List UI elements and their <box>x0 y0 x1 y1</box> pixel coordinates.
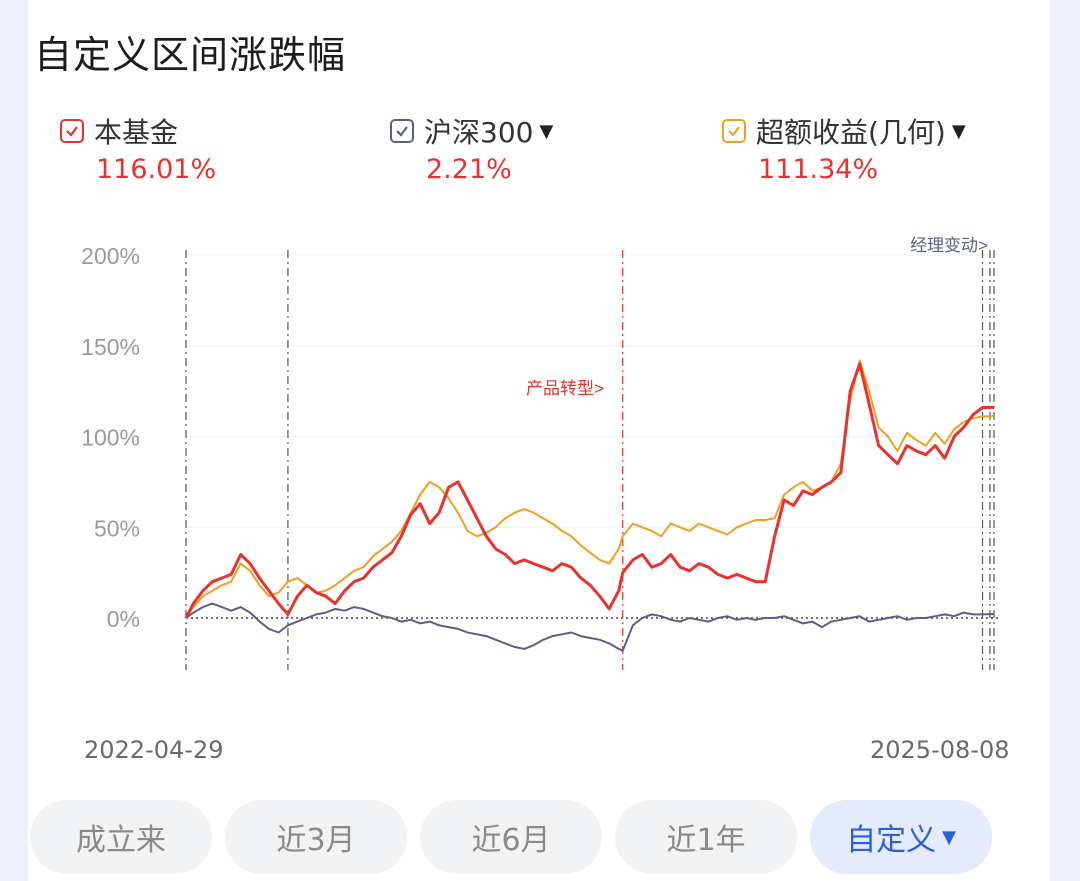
page-title: 自定义区间涨跌幅 <box>34 33 347 77</box>
chart-card <box>28 0 1050 881</box>
y-tick-label: 0% <box>107 606 140 632</box>
y-tick-label: 50% <box>94 515 140 541</box>
annotation-product-change[interactable]: 产品转型> <box>526 379 604 398</box>
y-tick-label: 100% <box>81 425 140 451</box>
legend-label: 本基金 <box>94 116 179 149</box>
caret-down-icon: ▼ <box>942 826 956 848</box>
legend-label: 沪深300 <box>424 116 534 149</box>
legend-index[interactable]: 沪深300 ▼ 2.21% <box>390 112 553 185</box>
legend-excess[interactable]: 超额收益(几何) ▼ 111.34% <box>722 112 966 185</box>
legend-label: 超额收益(几何) <box>756 116 946 149</box>
legend-value: 2.21% <box>426 154 512 185</box>
tab-custom[interactable]: 自定义 ▼ <box>810 800 992 874</box>
annotation-manager-change[interactable]: 经理变动> <box>910 236 988 255</box>
checkbox-icon[interactable] <box>60 119 84 143</box>
series-line <box>185 602 995 652</box>
tab-1-year[interactable]: 近1年 <box>615 800 797 874</box>
legend-value: 111.34% <box>758 154 879 185</box>
y-tick-label: 150% <box>81 334 140 360</box>
series-line <box>184 362 995 619</box>
legend-value: 116.01% <box>96 154 217 185</box>
start-date: 2022-04-29 <box>84 736 224 764</box>
caret-down-icon[interactable]: ▼ <box>539 120 554 142</box>
range-tabs: 成立来 近3月 近6月 近1年 自定义 ▼ <box>30 800 992 874</box>
checkbox-icon[interactable] <box>722 119 746 143</box>
tab-6-months[interactable]: 近6月 <box>420 800 602 874</box>
legend-fund[interactable]: 本基金 116.01% <box>60 112 216 185</box>
caret-down-icon[interactable]: ▼ <box>951 120 966 142</box>
checkbox-icon[interactable] <box>390 119 414 143</box>
y-tick-label: 200% <box>81 243 140 269</box>
series-line <box>185 359 995 619</box>
end-date: 2025-08-08 <box>870 736 1010 764</box>
tab-3-months[interactable]: 近3月 <box>225 800 407 874</box>
tab-since-inception[interactable]: 成立来 <box>30 800 212 874</box>
line-chart[interactable]: 0% 50% 100% 150% 200% 产品转型> 经理变动> <box>0 220 1080 690</box>
